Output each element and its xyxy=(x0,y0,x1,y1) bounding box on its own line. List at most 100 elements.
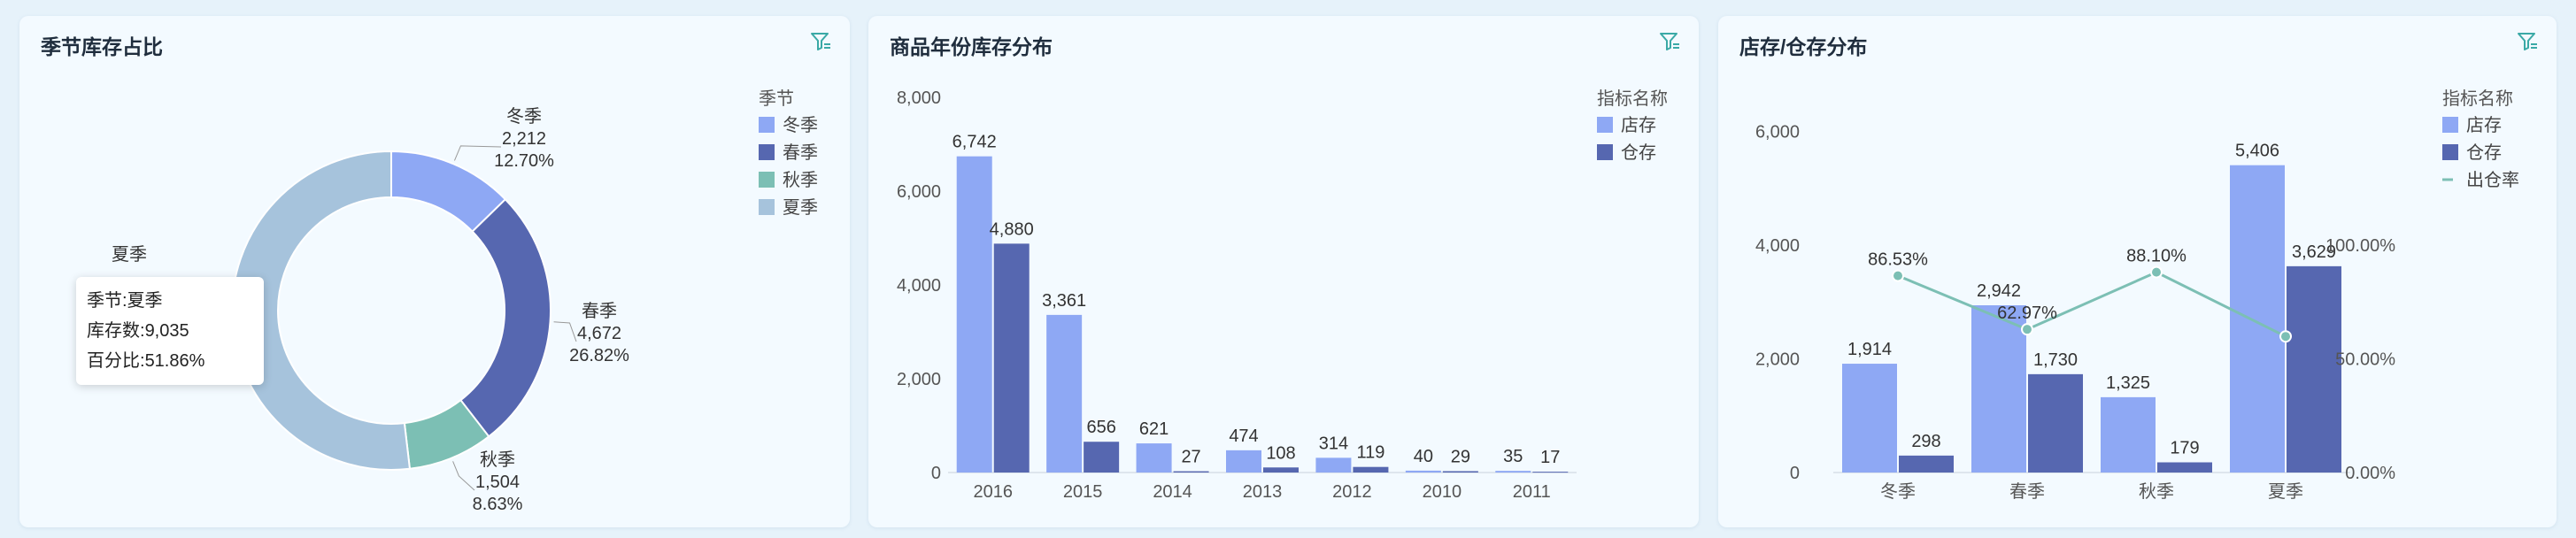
bar xyxy=(1442,471,1478,473)
bar-value-label: 3,629 xyxy=(2292,242,2336,262)
bar-value-label: 3,361 xyxy=(1042,291,1086,311)
y-tick-label: 6,000 xyxy=(1755,123,1800,142)
legend-title: 指标名称 xyxy=(1597,88,1668,109)
legend-swatch xyxy=(1597,117,1613,133)
y-tick-label: 6,000 xyxy=(897,182,941,202)
rate-point xyxy=(2021,323,2033,336)
legend-title: 季节 xyxy=(759,88,794,109)
bar xyxy=(2230,165,2285,473)
bar xyxy=(2101,396,2156,473)
rate-value-label: 62.97% xyxy=(1997,304,2057,323)
year-stock-panel: 商品年份库存分布 指标名称 0 2,000 4,000 6,000 8,000 6,742… xyxy=(868,16,1699,527)
y-tick-label: 4,000 xyxy=(897,276,941,296)
bar xyxy=(1532,472,1569,473)
legend-label: 冬季 xyxy=(783,115,818,135)
bar-value-label: 27 xyxy=(1181,448,1200,467)
bar xyxy=(2157,462,2212,473)
x-tick-label: 2012 xyxy=(1332,482,1372,502)
bar-value-label: 119 xyxy=(1356,443,1384,463)
rate-point xyxy=(2279,330,2292,343)
slice-value-label: 4,672 xyxy=(577,324,621,343)
legend-swatch xyxy=(759,144,775,160)
year-bar-chart: 指标名称 0 2,000 4,000 6,000 8,000 6,742 4,880 2016… xyxy=(897,88,1668,502)
bar-value-label: 4,880 xyxy=(990,219,1034,239)
x-tick-label: 2010 xyxy=(1423,482,1462,502)
x-tick-label: 2014 xyxy=(1153,482,1192,502)
legend-label: 出仓率 xyxy=(2466,170,2519,190)
bar xyxy=(1263,467,1299,473)
bar-value-label: 29 xyxy=(1451,447,1470,466)
bar xyxy=(1495,471,1531,473)
legend-label: 仓存 xyxy=(2466,142,2502,163)
legend-swatch xyxy=(759,117,775,133)
x-tick-label: 春季 xyxy=(2009,481,2045,502)
y-tick-label: 0 xyxy=(931,464,941,483)
label-leader xyxy=(452,461,475,491)
bar-value-label: 179 xyxy=(2170,439,2199,458)
rate-point xyxy=(2150,265,2163,279)
x-tick-label: 2011 xyxy=(1513,482,1551,502)
bar xyxy=(1353,466,1389,473)
bar-value-label: 1,325 xyxy=(2106,373,2150,393)
store-combo-chart: 指标名称 0 2,000 4,000 6,000 1,914 298 冬季 2,942 1,73… xyxy=(1755,88,2519,502)
bar-value-label: 656 xyxy=(1086,418,1115,437)
donut-chart: 季节 冬季2,21212.70%春季4,67226.82%秋季1,5048.63… xyxy=(231,88,818,514)
slice-category-label: 春季 xyxy=(582,301,617,321)
bar xyxy=(1226,450,1261,473)
legend-label: 夏季 xyxy=(783,197,818,218)
rate-point xyxy=(1892,269,1904,282)
bar xyxy=(1842,364,1897,473)
y-tick-label: 4,000 xyxy=(1755,236,1800,256)
bar-value-label: 474 xyxy=(1229,427,1258,446)
bar xyxy=(1405,470,1441,473)
bar xyxy=(1136,443,1172,473)
bar-value-label: 5,406 xyxy=(2235,142,2279,161)
y-tick-label: 8,000 xyxy=(897,88,941,108)
bar xyxy=(1173,471,1209,473)
y2-tick-label: 0.00% xyxy=(2345,464,2395,483)
filter-icon[interactable] xyxy=(2516,30,2539,53)
rate-line xyxy=(1897,270,2287,338)
x-tick-label: 冬季 xyxy=(1880,481,1916,502)
bar xyxy=(1084,442,1120,473)
slice-value-label: 2,212 xyxy=(502,129,546,149)
bar-value-label: 6,742 xyxy=(953,133,997,152)
tooltip-row: 季节:夏季 xyxy=(87,291,163,311)
slice-category-label: 秋季 xyxy=(480,450,515,470)
y-tick-label: 2,000 xyxy=(897,370,941,389)
x-tick-label: 秋季 xyxy=(2139,481,2174,502)
label-leader xyxy=(553,321,577,342)
donut-slice xyxy=(231,150,412,471)
bar-value-label: 298 xyxy=(1911,432,1940,451)
x-tick-label: 2016 xyxy=(973,482,1013,502)
filter-icon[interactable] xyxy=(1658,30,1681,53)
rate-value-label: 86.53% xyxy=(1868,250,1928,270)
y-tick-label: 2,000 xyxy=(1755,350,1800,370)
legend-label: 春季 xyxy=(783,142,818,163)
x-tick-label: 2013 xyxy=(1243,482,1283,502)
chart-tooltip: 夏季 季节:夏季 库存数:9,035 百分比:51.86% xyxy=(76,245,264,385)
bar-value-label: 621 xyxy=(1139,419,1168,439)
panel-title: 店存/仓存分布 xyxy=(1739,35,1868,58)
legend-swatch xyxy=(2442,117,2458,133)
rate-value-label: 88.10% xyxy=(2126,247,2187,266)
bar-value-label: 35 xyxy=(1503,447,1523,466)
slice-category-label: 冬季 xyxy=(506,106,542,127)
y2-tick-label: 50.00% xyxy=(2335,350,2395,370)
bar-value-label: 314 xyxy=(1319,434,1348,453)
bar-value-label: 1,730 xyxy=(2033,350,2078,370)
tooltip-row: 库存数:9,035 xyxy=(87,321,189,341)
store-warehouse-panel: 店存/仓存分布 指标名称 0 2,000 4,000 6,000 1,914 298 冬季 2… xyxy=(1718,16,2557,527)
donut-slice xyxy=(459,197,551,438)
legend-label: 秋季 xyxy=(783,170,818,190)
slice-percent-label: 8.63% xyxy=(473,495,523,514)
bar xyxy=(1899,455,1954,473)
label-leader xyxy=(453,145,502,161)
slice-value-label: 1,504 xyxy=(475,473,520,492)
bar-value-label: 108 xyxy=(1266,443,1295,463)
legend-swatch xyxy=(2442,144,2458,160)
tooltip-row: 百分比:51.86% xyxy=(87,351,205,371)
bar xyxy=(1046,314,1083,473)
filter-icon[interactable] xyxy=(809,30,832,53)
slice-percent-label: 12.70% xyxy=(494,151,554,171)
